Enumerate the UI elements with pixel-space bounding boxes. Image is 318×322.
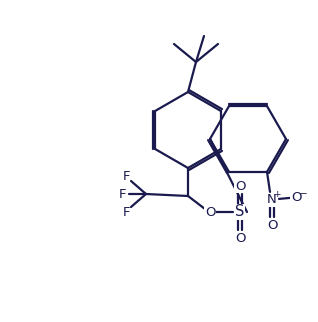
Text: F: F [122, 205, 130, 219]
Text: F: F [122, 169, 130, 183]
Text: +: + [273, 190, 281, 199]
Text: F: F [118, 187, 126, 201]
Text: O: O [235, 232, 245, 244]
Text: N: N [267, 194, 277, 206]
Text: O: O [267, 219, 277, 232]
Text: −: − [299, 189, 308, 199]
Text: O: O [205, 205, 215, 219]
Text: O: O [235, 179, 245, 193]
Text: S: S [235, 204, 245, 220]
Text: O: O [291, 191, 301, 204]
